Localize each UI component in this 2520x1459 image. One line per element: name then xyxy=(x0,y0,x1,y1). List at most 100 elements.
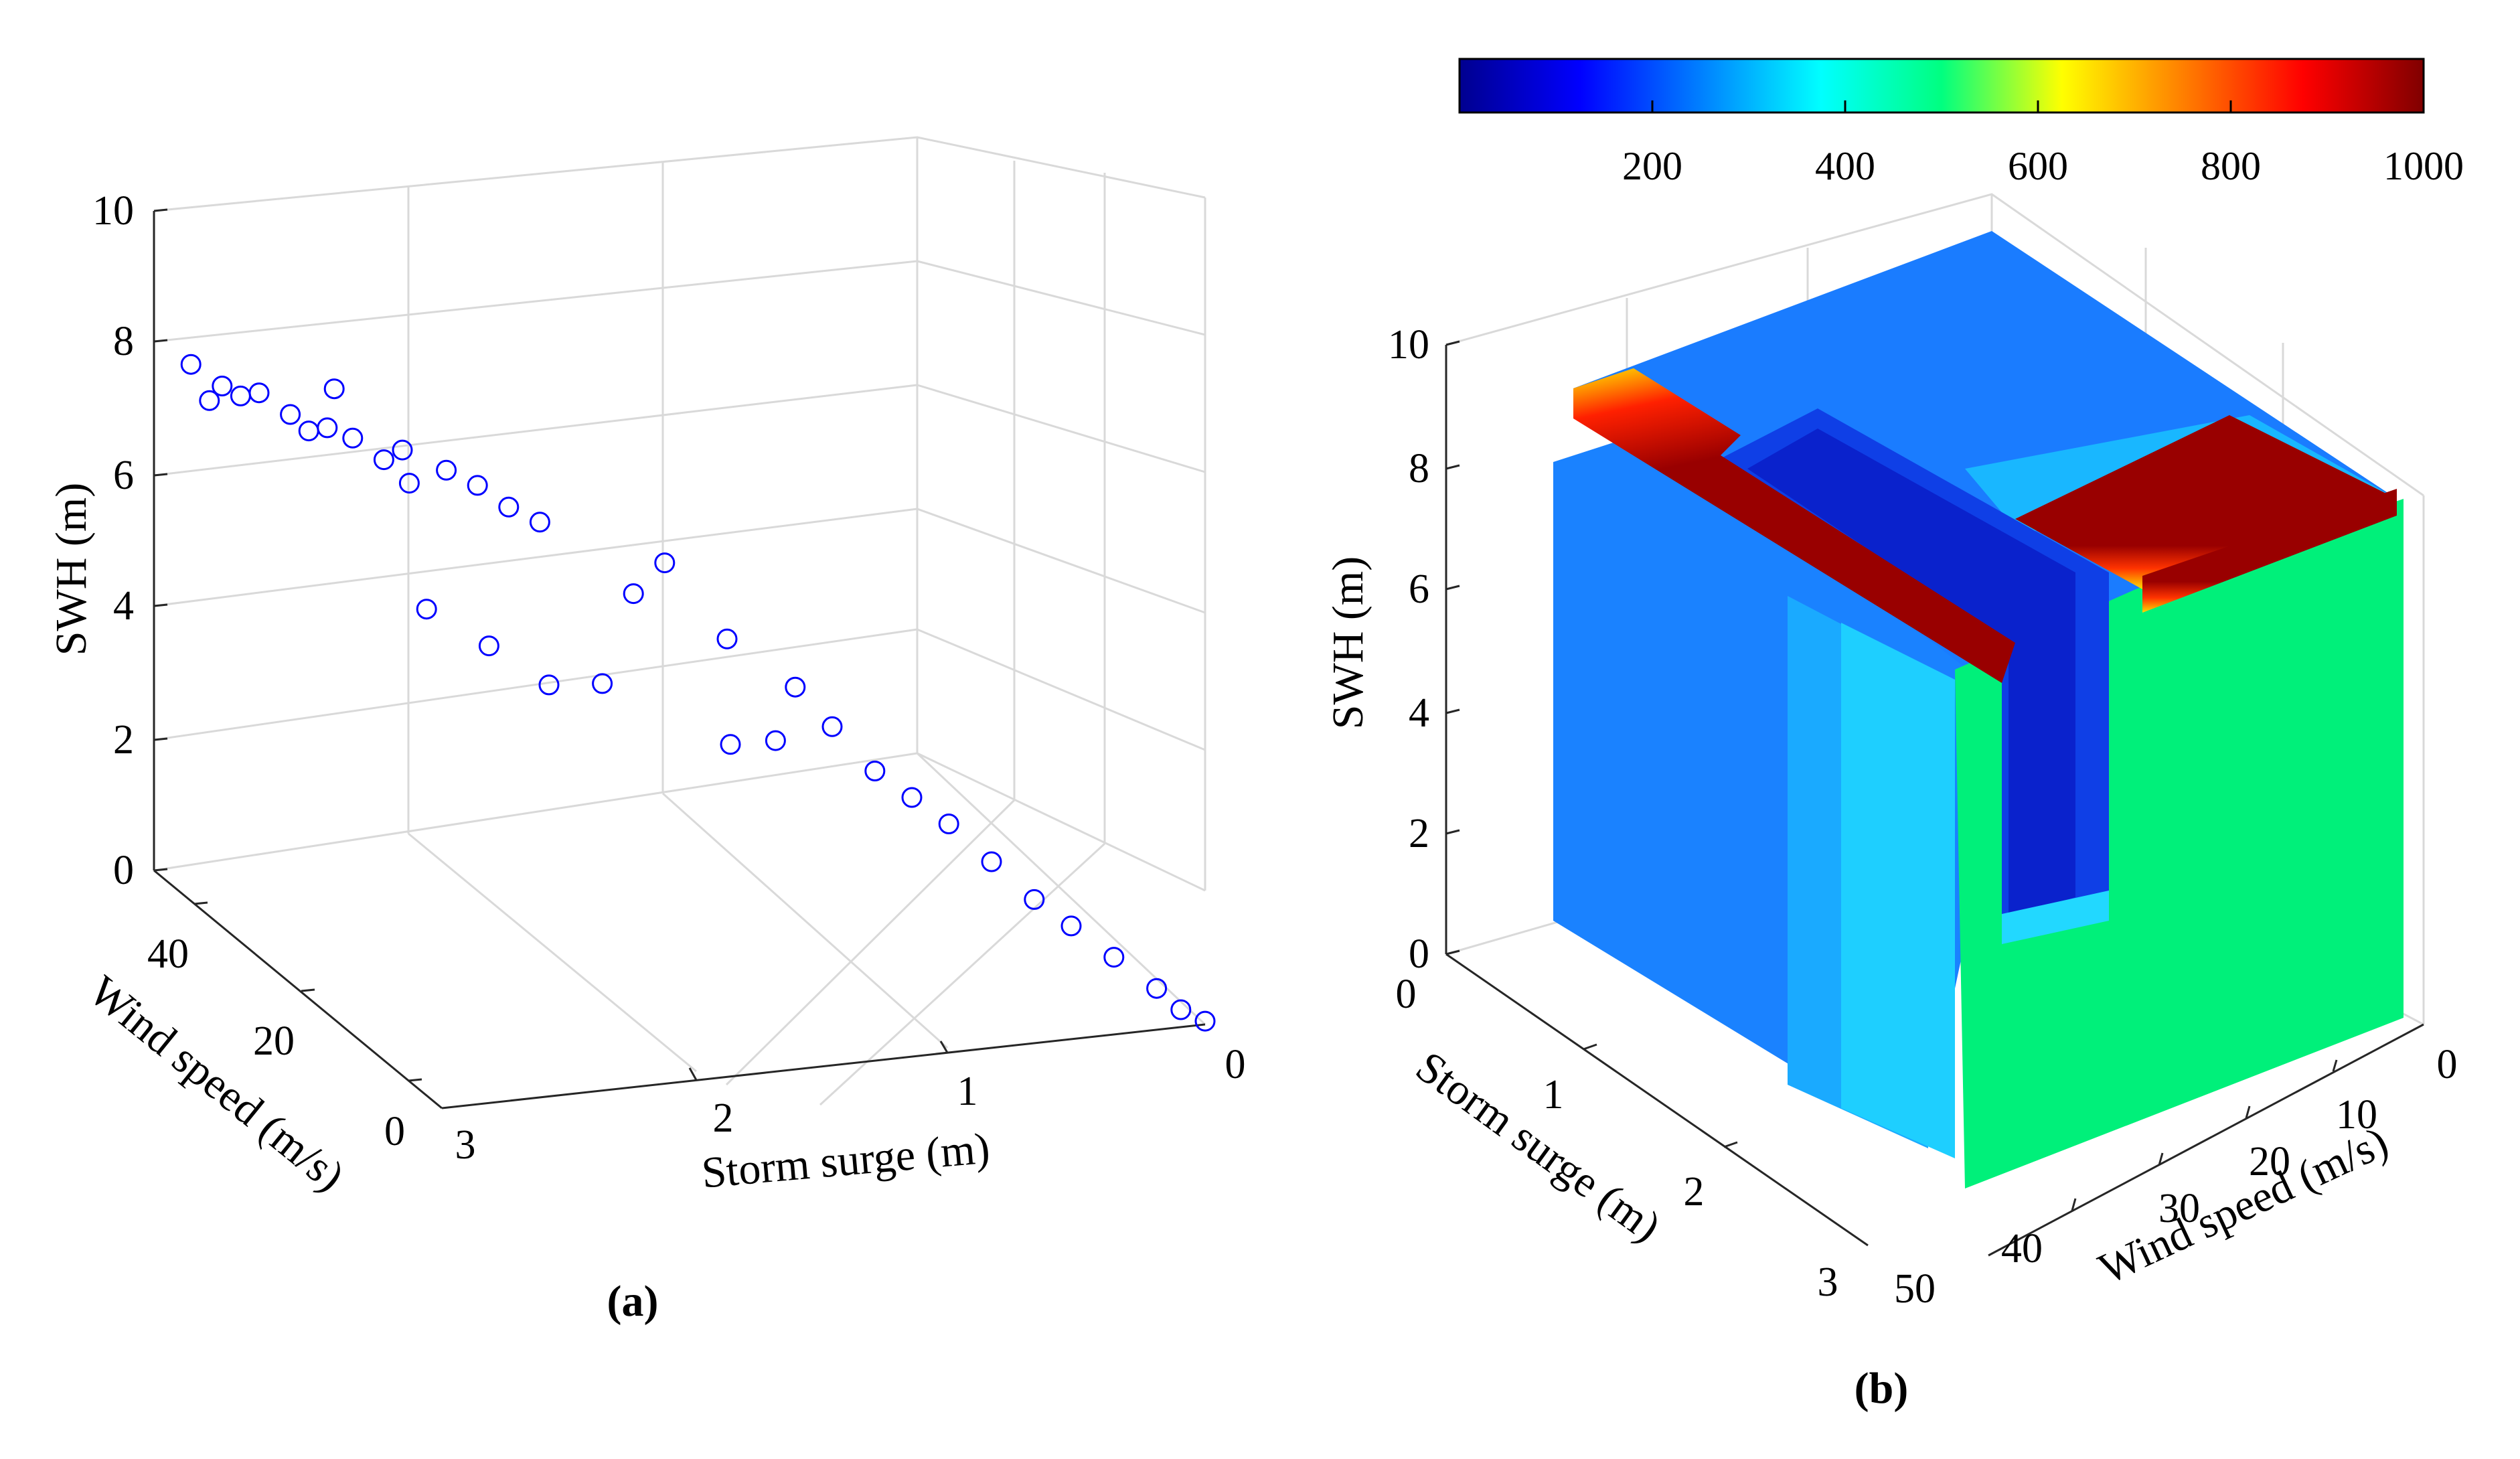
scatter-point xyxy=(317,417,338,439)
panel-a-grid xyxy=(153,136,1206,1106)
panel-b-volume xyxy=(1553,231,2404,1188)
scatter-point xyxy=(212,376,233,396)
a-ztick: 8 xyxy=(113,319,134,364)
b-ytick: 2 xyxy=(1684,1169,1705,1215)
a-zlabel: SWH (m) xyxy=(47,483,96,656)
scatter-point xyxy=(981,851,1002,872)
high-ridge-left xyxy=(1573,368,2015,683)
scatter-point xyxy=(864,761,886,781)
a-ztick: 2 xyxy=(113,717,134,763)
scatter-point xyxy=(623,583,644,605)
scatter-point xyxy=(248,382,270,404)
scatter-point xyxy=(436,459,457,481)
scatter-point xyxy=(199,390,220,411)
a-ztick: 0 xyxy=(113,848,134,893)
b-zlabel: SWH (m) xyxy=(1324,556,1372,729)
b-ztick: 8 xyxy=(1409,446,1429,491)
b-xtick: 20 xyxy=(2249,1139,2290,1184)
a-ytick: 0 xyxy=(384,1109,405,1154)
colorbar-tick: 400 xyxy=(1815,144,1875,188)
colorbar-gradient xyxy=(1458,58,2425,114)
scatter-point xyxy=(1194,1010,1216,1032)
a-ytick: 20 xyxy=(253,1018,295,1064)
scatter-point xyxy=(323,378,345,400)
b-xlabel: Wind speed (m/s) xyxy=(2092,1118,2395,1294)
scatter-point xyxy=(1103,947,1125,968)
panel-a-axes xyxy=(153,208,1206,1109)
colorbar-tick: 200 xyxy=(1622,144,1682,188)
high-ridge-right-front xyxy=(2142,489,2397,613)
a-xlabel: Storm surge (m) xyxy=(700,1124,992,1197)
b-ytick: 0 xyxy=(1396,972,1417,1017)
a-xtick: 3 xyxy=(455,1122,476,1168)
b-ztick: 2 xyxy=(1409,811,1429,856)
scatter-point xyxy=(592,673,613,694)
scatter-point xyxy=(373,449,394,471)
colorbar-tick: 800 xyxy=(2201,144,2261,188)
inner-slot-deep xyxy=(1747,429,2075,917)
colorbar-tick: 1000 xyxy=(2383,144,2464,188)
scatter-point xyxy=(467,475,488,496)
scatter-point xyxy=(901,787,923,808)
scatter-point xyxy=(765,730,786,751)
panel-b-label: (b) xyxy=(1855,1364,1909,1413)
scatter-point xyxy=(654,552,676,574)
scatter-point xyxy=(716,628,738,649)
scatter-point xyxy=(529,512,550,533)
b-xtick: 10 xyxy=(2336,1092,2377,1138)
panel-a-x-ticks: 3 2 1 0 xyxy=(455,1042,1246,1168)
a-ztick: 6 xyxy=(113,453,134,498)
scatter-point xyxy=(1170,999,1192,1020)
panel-b-x-ticks: 0 10 20 30 40 50 xyxy=(1894,1042,2458,1312)
scatter-point xyxy=(398,473,420,494)
a-ytick: 40 xyxy=(147,931,189,977)
b-ztick: 10 xyxy=(1388,322,1429,368)
panel-a-scatter xyxy=(180,354,1216,1032)
panel-a-y-ticks: 0 20 40 xyxy=(147,931,405,1154)
scatter-point xyxy=(342,427,364,449)
scatter-point xyxy=(1146,978,1168,999)
a-xtick: 0 xyxy=(1225,1042,1246,1087)
scatter-point xyxy=(280,404,301,425)
b-ytick: 1 xyxy=(1543,1072,1564,1118)
scatter-point xyxy=(498,496,520,518)
scatter-point xyxy=(720,734,741,755)
scatter-point xyxy=(478,635,499,657)
scatter-point xyxy=(180,354,202,375)
b-ztick: 0 xyxy=(1409,931,1429,977)
mid-band-light xyxy=(1841,623,1955,1158)
inner-slot-edge xyxy=(2002,891,2109,944)
panel-b-colorbar: 200 400 600 800 1000 xyxy=(1458,58,2464,188)
scatter-point xyxy=(538,674,560,696)
scatter-point xyxy=(821,716,843,737)
b-ztick: 4 xyxy=(1409,690,1429,736)
scatter-point xyxy=(1060,915,1082,937)
panel-b-z-ticks: 0 2 4 6 8 10 xyxy=(1388,322,1429,977)
scatter-point xyxy=(785,676,806,698)
b-xtick: 50 xyxy=(1894,1266,1936,1312)
panel-b-y-ticks: 0 1 2 3 xyxy=(1396,972,1838,1305)
scatter-point xyxy=(230,385,251,406)
b-ylabel: Storm surge (m) xyxy=(1407,1042,1670,1251)
panel-b: 200 400 600 800 1000 xyxy=(1324,58,2464,1413)
high-ridge-right xyxy=(2015,415,2397,589)
scatter-point xyxy=(938,814,959,834)
b-ztick: 6 xyxy=(1409,566,1429,612)
panel-a-label: (a) xyxy=(607,1277,659,1326)
a-ztick: 4 xyxy=(113,583,134,629)
b-xtick: 0 xyxy=(2437,1042,2458,1087)
b-xtick: 30 xyxy=(2158,1186,2200,1231)
scatter-point xyxy=(298,420,319,442)
b-xtick: 40 xyxy=(2001,1226,2043,1272)
a-xtick: 1 xyxy=(957,1069,978,1114)
b-ytick: 3 xyxy=(1818,1259,1838,1305)
scatter-point xyxy=(392,439,413,461)
colorbar-tick: 600 xyxy=(2008,144,2068,188)
a-ztick: 10 xyxy=(92,188,134,234)
panel-b-axes xyxy=(1445,340,2424,1257)
a-xtick: 2 xyxy=(713,1095,734,1141)
panel-a: 0 2 4 6 8 10 SWH (m) 0 20 40 Wind speed … xyxy=(47,136,1246,1326)
scatter-point xyxy=(1024,889,1045,910)
scatter-point xyxy=(416,599,437,620)
